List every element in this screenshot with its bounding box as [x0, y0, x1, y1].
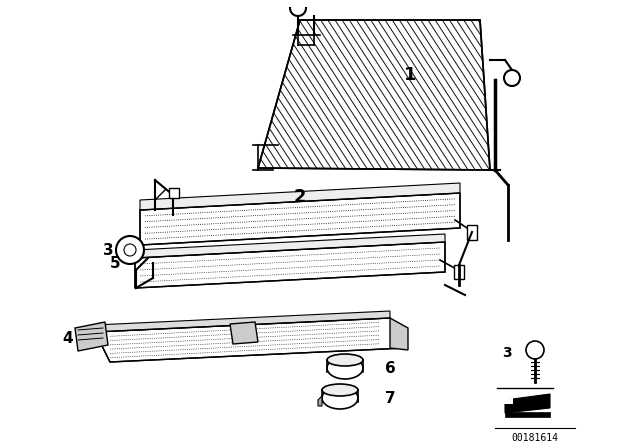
Polygon shape	[140, 193, 460, 245]
Polygon shape	[135, 242, 445, 288]
Ellipse shape	[327, 357, 363, 379]
Circle shape	[116, 236, 144, 264]
Polygon shape	[390, 318, 408, 350]
Ellipse shape	[322, 384, 358, 396]
Polygon shape	[505, 394, 550, 413]
Bar	[467, 225, 477, 240]
Circle shape	[124, 244, 136, 256]
Circle shape	[504, 70, 520, 86]
Polygon shape	[503, 398, 513, 404]
Polygon shape	[140, 183, 460, 210]
Ellipse shape	[327, 354, 363, 366]
Text: 7: 7	[385, 391, 396, 405]
Polygon shape	[318, 396, 322, 406]
Polygon shape	[258, 20, 490, 170]
Text: 2: 2	[294, 188, 307, 206]
Text: 4: 4	[63, 331, 74, 345]
Polygon shape	[75, 322, 108, 351]
Polygon shape	[95, 311, 390, 332]
Circle shape	[526, 341, 544, 359]
Ellipse shape	[322, 387, 358, 409]
Text: 5: 5	[109, 255, 120, 271]
Text: 3: 3	[502, 346, 512, 360]
Text: 3: 3	[102, 242, 113, 258]
Bar	[454, 265, 464, 279]
Text: 6: 6	[385, 361, 396, 375]
Polygon shape	[95, 318, 405, 362]
Text: 00181614: 00181614	[511, 433, 559, 443]
Bar	[505, 412, 550, 417]
Text: 1: 1	[404, 66, 416, 84]
Polygon shape	[135, 234, 445, 258]
Bar	[169, 188, 179, 198]
Polygon shape	[230, 322, 258, 344]
